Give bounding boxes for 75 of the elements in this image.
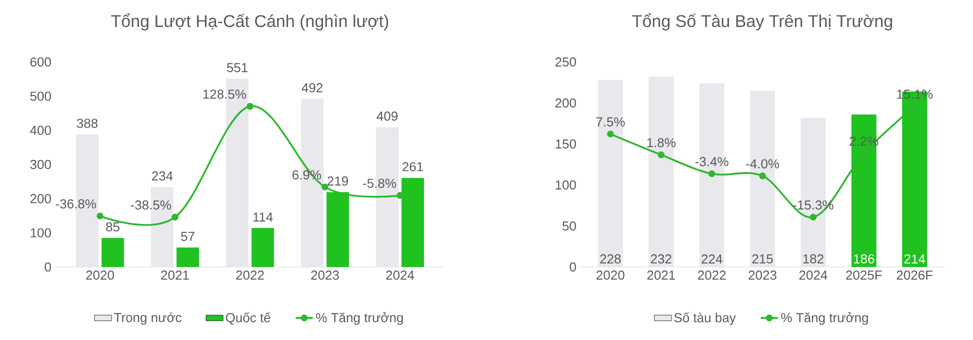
data-label: 7.5% (596, 117, 625, 126)
legend-label: Trong nước (114, 312, 182, 325)
data-label: 224 (702, 254, 722, 264)
x-tick-label: 2020 (86, 270, 114, 280)
data-label: 1.8% (647, 138, 676, 148)
data-label: -38.5% (130, 200, 172, 210)
legend-label: Quốc tế (226, 312, 271, 325)
data-label: 388 (76, 118, 98, 128)
y-tick-label: 400 (30, 126, 51, 135)
data-label: 409 (376, 112, 398, 121)
point (810, 214, 817, 221)
data-label: 215 (752, 254, 773, 264)
data-label: 186 (854, 254, 874, 264)
chart-title: Tổng Số Tàu Bay Trên Thị Trường (632, 13, 892, 30)
y-tick-label: 100 (556, 180, 576, 190)
y-tick-label: 0 (44, 262, 51, 272)
data-label: 492 (302, 83, 322, 92)
point (708, 170, 716, 178)
y-tick-label: 600 (30, 57, 51, 67)
data-label: -5.8% (363, 178, 396, 188)
data-label: 219 (328, 176, 348, 186)
y-tick-label: 300 (30, 160, 51, 170)
data-label: 261 (402, 162, 423, 172)
y-tick-label: 200 (30, 194, 51, 204)
data-label: -4.0% (746, 159, 780, 168)
data-label: 228 (600, 254, 621, 264)
point (246, 102, 254, 110)
data-label: 182 (803, 254, 824, 264)
data-label: -3.4% (695, 157, 728, 166)
x-tick-label: 2024 (386, 270, 414, 280)
x-tick-label: 2021 (647, 270, 675, 280)
bar (648, 76, 674, 267)
point (322, 184, 328, 190)
data-label: 114 (253, 212, 273, 222)
point (607, 130, 614, 138)
x-tick-label: 2023 (748, 270, 776, 280)
data-label: 128.5% (203, 90, 246, 99)
data-label: 234 (152, 171, 173, 181)
bar (326, 192, 349, 267)
x-tick-label: 2024 (799, 270, 828, 280)
data-label: 232 (650, 254, 672, 264)
y-tick-label: 100 (30, 228, 51, 238)
bar (252, 228, 274, 267)
bar (402, 178, 424, 267)
bar (598, 80, 623, 267)
x-tick-label: 2023 (311, 270, 339, 280)
y-tick-label: 50 (562, 221, 576, 231)
point (96, 212, 104, 220)
chart-title: Tổng Lượt Hạ-Cất Cánh (nghìn lượt) (111, 13, 388, 30)
y-tick-label: 150 (556, 139, 576, 149)
data-label: 57 (181, 232, 194, 241)
point (396, 192, 404, 199)
legend-label: % Tăng trưởng (316, 312, 403, 325)
bar (851, 114, 876, 267)
x-tick-label: 2025F (846, 270, 882, 280)
x-tick-label: 2020 (596, 270, 624, 280)
bar (176, 248, 199, 267)
point (759, 172, 766, 180)
point (172, 214, 178, 221)
legend-label: Số tàu bay (674, 312, 736, 325)
data-label: 551 (226, 63, 248, 72)
x-tick-label: 2026F (896, 270, 932, 280)
y-tick-label: 200 (555, 98, 576, 108)
bar (102, 238, 124, 267)
x-tick-label: 2021 (161, 270, 189, 280)
data-label: 85 (106, 222, 120, 232)
y-tick-label: 0 (570, 262, 576, 272)
x-tick-label: 2022 (698, 270, 726, 280)
y-tick-label: 250 (555, 57, 576, 67)
point (658, 151, 665, 158)
legend-label: % Tăng trưởng (781, 312, 868, 325)
y-tick-label: 500 (30, 92, 51, 101)
x-tick-label: 2022 (236, 270, 264, 280)
data-label: -36.8% (56, 199, 96, 208)
data-label: 214 (904, 254, 926, 264)
